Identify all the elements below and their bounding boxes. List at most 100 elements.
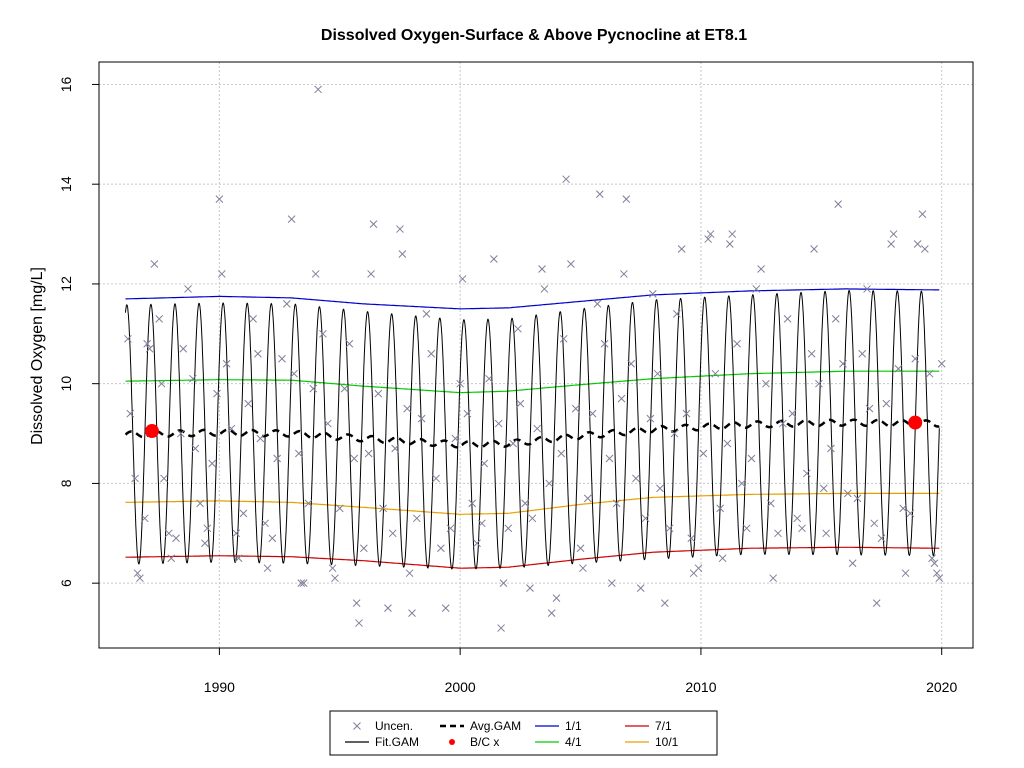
y-axis-label: Dissolved Oxygen [mg/L]: [29, 267, 46, 445]
data-point: [124, 334, 132, 343]
data-point: [641, 514, 650, 523]
data-point: [398, 250, 407, 258]
data-point: [497, 624, 505, 632]
data-point: [232, 529, 241, 538]
data-point: [704, 235, 713, 243]
legend-label: Fit.GAM: [375, 735, 419, 749]
data-point: [528, 514, 537, 523]
data-point: [694, 564, 703, 573]
data-point: [201, 539, 209, 548]
data-point: [155, 314, 164, 323]
data-point: [254, 349, 262, 358]
data-point: [906, 509, 915, 518]
data-point: [490, 255, 498, 263]
data-point: [164, 529, 173, 538]
data-point: [446, 524, 455, 533]
data-point: [757, 265, 765, 273]
data-point: [928, 554, 936, 563]
data-point: [718, 554, 727, 563]
data-point: [203, 524, 212, 533]
data-point: [364, 449, 373, 458]
data-point: [352, 599, 361, 607]
data-point: [136, 574, 144, 583]
data-point: [184, 285, 192, 293]
data-point: [807, 349, 816, 358]
chart-title: Dissolved Oxygen-Surface & Above Pycnocl…: [321, 27, 747, 44]
data-point: [547, 609, 556, 617]
y-tick-label: 8: [58, 479, 74, 487]
data-point: [646, 414, 655, 423]
data-point: [403, 404, 412, 413]
data-point: [514, 324, 522, 333]
data-point: [227, 424, 236, 433]
series-line-10-1: [125, 492, 940, 515]
legend-label: 1/1: [565, 719, 582, 733]
data-point: [778, 419, 787, 428]
data-point: [191, 444, 200, 453]
data-point: [335, 504, 344, 513]
data-point: [699, 449, 708, 458]
data-point: [865, 404, 874, 413]
data-point: [831, 314, 840, 323]
data-point: [526, 584, 534, 593]
data-point: [872, 599, 881, 607]
series-line-1-1: [125, 288, 940, 310]
data-point: [769, 574, 778, 583]
data-point: [843, 489, 852, 498]
avg-gam-line: [124, 418, 940, 449]
data-point: [933, 569, 941, 578]
data-point: [576, 544, 585, 553]
data-point: [388, 529, 397, 538]
data-point: [297, 579, 306, 588]
data-point: [677, 245, 686, 253]
data-point: [567, 260, 575, 268]
bc-point: [144, 424, 159, 439]
data-point: [367, 270, 375, 278]
data-point: [314, 85, 322, 94]
data-point: [605, 454, 614, 463]
data-point: [179, 344, 188, 353]
data-point: [839, 359, 847, 368]
legend-item-q10: 10/1: [625, 735, 679, 749]
data-point: [244, 399, 253, 408]
data-point: [256, 434, 265, 443]
data-point: [656, 484, 664, 493]
data-point: [660, 599, 669, 607]
data-point: [273, 454, 282, 463]
x-tick-label: 2010: [685, 679, 716, 695]
data-point: [468, 499, 477, 508]
bc-point: [908, 415, 923, 430]
data-point: [239, 509, 248, 518]
data-point: [853, 494, 862, 503]
data-point: [882, 399, 891, 408]
bc-points: [144, 415, 923, 439]
data-point: [747, 454, 756, 463]
legend-symbol: [353, 722, 361, 730]
grid: [99, 62, 973, 648]
y-tick-label: 12: [58, 276, 74, 292]
data-point: [145, 344, 154, 353]
x-tick-label: 2000: [445, 679, 476, 695]
legend-item-fit: Fit.GAM: [345, 735, 419, 749]
data-point: [451, 434, 460, 443]
data-point: [177, 429, 185, 438]
data-point: [408, 609, 416, 617]
data-point: [215, 195, 224, 204]
data-point: [670, 429, 679, 438]
data-point: [369, 220, 378, 228]
data-point: [819, 484, 828, 493]
fit-gam-path: [125, 290, 940, 570]
data-point: [612, 499, 621, 508]
data-point: [913, 240, 922, 248]
data-point: [494, 419, 503, 428]
data-point: [742, 524, 751, 533]
data-point: [309, 384, 318, 393]
data-point: [920, 245, 929, 253]
x-tick-label: 2020: [926, 679, 957, 695]
data-point: [793, 514, 802, 523]
data-point: [287, 215, 296, 223]
series-line-4-1: [125, 370, 940, 394]
data-point: [304, 499, 313, 508]
data-point: [877, 534, 886, 543]
